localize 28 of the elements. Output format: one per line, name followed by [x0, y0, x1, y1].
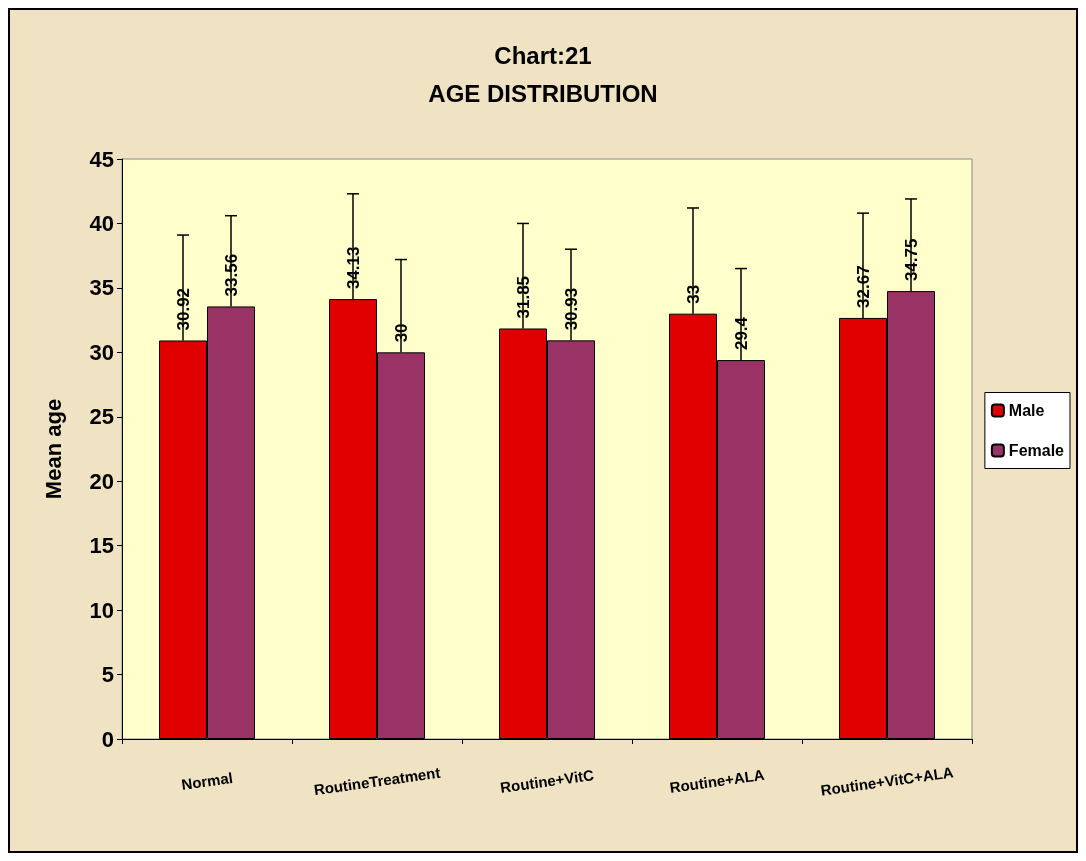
- chart-title: Chart:21: [494, 41, 592, 69]
- y-tick-label: 10: [89, 597, 114, 623]
- y-tick-label: 0: [101, 726, 114, 752]
- y-tick-label: 45: [89, 146, 114, 172]
- legend-label: Female: [1008, 442, 1065, 459]
- y-tick-label: 35: [89, 275, 114, 301]
- x-tick-label: Routine+ALA: [668, 765, 766, 797]
- y-tick-label: 20: [89, 468, 114, 494]
- legend-label: Male: [1008, 402, 1045, 419]
- data-label: 30.93: [561, 287, 581, 331]
- data-label: 30: [391, 323, 411, 343]
- y-tick-label: 5: [101, 662, 114, 688]
- data-label: 33.56: [221, 253, 241, 297]
- x-tick-label: Normal: [180, 768, 234, 794]
- x-tick-label: Routine+VitC: [499, 766, 596, 796]
- y-tick-label: 15: [89, 533, 114, 559]
- data-label: 31.85: [513, 275, 533, 319]
- data-label: 30.92: [173, 287, 193, 331]
- data-label: 32.67: [853, 265, 873, 308]
- y-tick-label: 40: [89, 210, 114, 236]
- data-label: 33: [683, 284, 703, 304]
- y-axis-title: Mean age: [40, 398, 66, 500]
- data-label: 29.4: [731, 316, 751, 351]
- y-tick-label: 30: [89, 339, 114, 365]
- data-label: 34.75: [901, 238, 921, 282]
- data-label: 34.13: [343, 246, 363, 290]
- y-tick-label: 25: [89, 404, 114, 430]
- chart-subtitle: AGE DISTRIBUTION: [428, 79, 658, 107]
